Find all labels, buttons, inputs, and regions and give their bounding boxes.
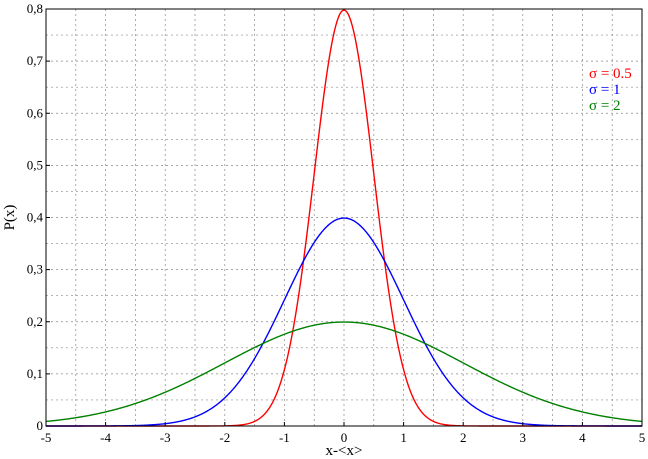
- x-axis-label: x-<x>: [326, 443, 363, 459]
- x-tick-label: 3: [520, 430, 527, 445]
- series-line: [46, 217, 642, 427]
- x-tick-label: 1: [400, 430, 407, 445]
- x-tick-label: -5: [41, 430, 52, 445]
- y-tick-label: 0,5: [27, 157, 43, 172]
- y-tick-label: 0,6: [27, 105, 44, 120]
- y-tick-label: 0,7: [27, 53, 44, 68]
- legend-entry: σ = 0.5: [589, 66, 632, 82]
- x-tick-label: -2: [219, 430, 230, 445]
- y-tick-label: 0: [37, 418, 44, 433]
- y-tick-label: 0,3: [27, 262, 43, 277]
- x-tick-label: -1: [279, 430, 290, 445]
- x-tick-label: -3: [160, 430, 171, 445]
- x-tick-label: 0: [341, 430, 348, 445]
- curves: [45, 9, 643, 427]
- x-tick-label: 5: [639, 430, 646, 445]
- y-tick-label: 0,4: [27, 210, 44, 225]
- x-tick-labels: -5 -4 -3 -2 -1 0 1 2 3 4 5: [41, 422, 646, 445]
- x-tick-label: 4: [579, 430, 586, 445]
- legend: σ = 0.5σ = 1σ = 2: [589, 66, 632, 114]
- y-tick-label: 0,2: [27, 314, 43, 329]
- series-line: [45, 321, 643, 423]
- x-tick-label: -4: [100, 430, 111, 445]
- legend-entry: σ = 1: [589, 82, 621, 98]
- y-tick-label: 0,8: [27, 1, 43, 16]
- y-tick-label: 0,1: [27, 366, 43, 381]
- y-tick-labels: 0 0,1 0,2 0,3 0,4 0,5 0,6 0,7 0,8: [27, 1, 50, 433]
- y-axis-label: P(x): [2, 205, 18, 231]
- legend-entry: σ = 2: [589, 98, 621, 114]
- x-tick-label: 2: [460, 430, 467, 445]
